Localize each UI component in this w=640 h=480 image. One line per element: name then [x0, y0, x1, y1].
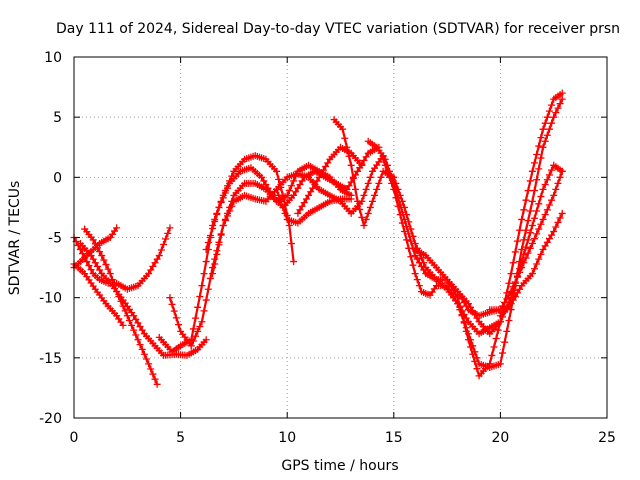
series-track-5	[76, 240, 210, 359]
data-points	[70, 89, 566, 388]
series-track-15	[411, 89, 566, 380]
series-track-18	[496, 209, 566, 320]
series-track-1	[70, 260, 127, 329]
series-markers	[209, 152, 387, 278]
x-tick-label: 5	[176, 430, 185, 446]
x-tick-label: 20	[491, 430, 509, 446]
series-markers	[76, 240, 210, 359]
y-axis-title: SDTVAR / TECUs	[7, 181, 23, 296]
y-tick-label: 0	[53, 170, 62, 186]
series-track-9	[209, 152, 387, 278]
x-tick-label: 0	[70, 430, 79, 446]
axis-ticks: 0 5 10 15 20 25 -20 -15 -10 -5 0 5 10	[39, 50, 616, 446]
y-tick-label: -10	[39, 291, 62, 307]
series-markers	[273, 185, 355, 227]
series-markers	[486, 167, 566, 314]
x-axis-title: GPS time / hours	[281, 458, 398, 474]
y-tick-label: -20	[39, 411, 62, 427]
series-track-17	[486, 167, 566, 314]
series-markers	[496, 209, 566, 320]
y-tick-label: -15	[39, 351, 62, 367]
y-tick-label: 10	[44, 50, 62, 66]
series-markers	[411, 89, 566, 380]
series-track-10	[273, 185, 355, 227]
y-tick-label: 5	[53, 110, 62, 126]
x-tick-label: 10	[278, 430, 296, 446]
y-tick-label: -5	[48, 231, 62, 247]
x-tick-label: 25	[598, 430, 616, 446]
x-tick-label: 15	[385, 430, 403, 446]
chart-title: Day 111 of 2024, Sidereal Day-to-day VTE…	[56, 21, 620, 37]
